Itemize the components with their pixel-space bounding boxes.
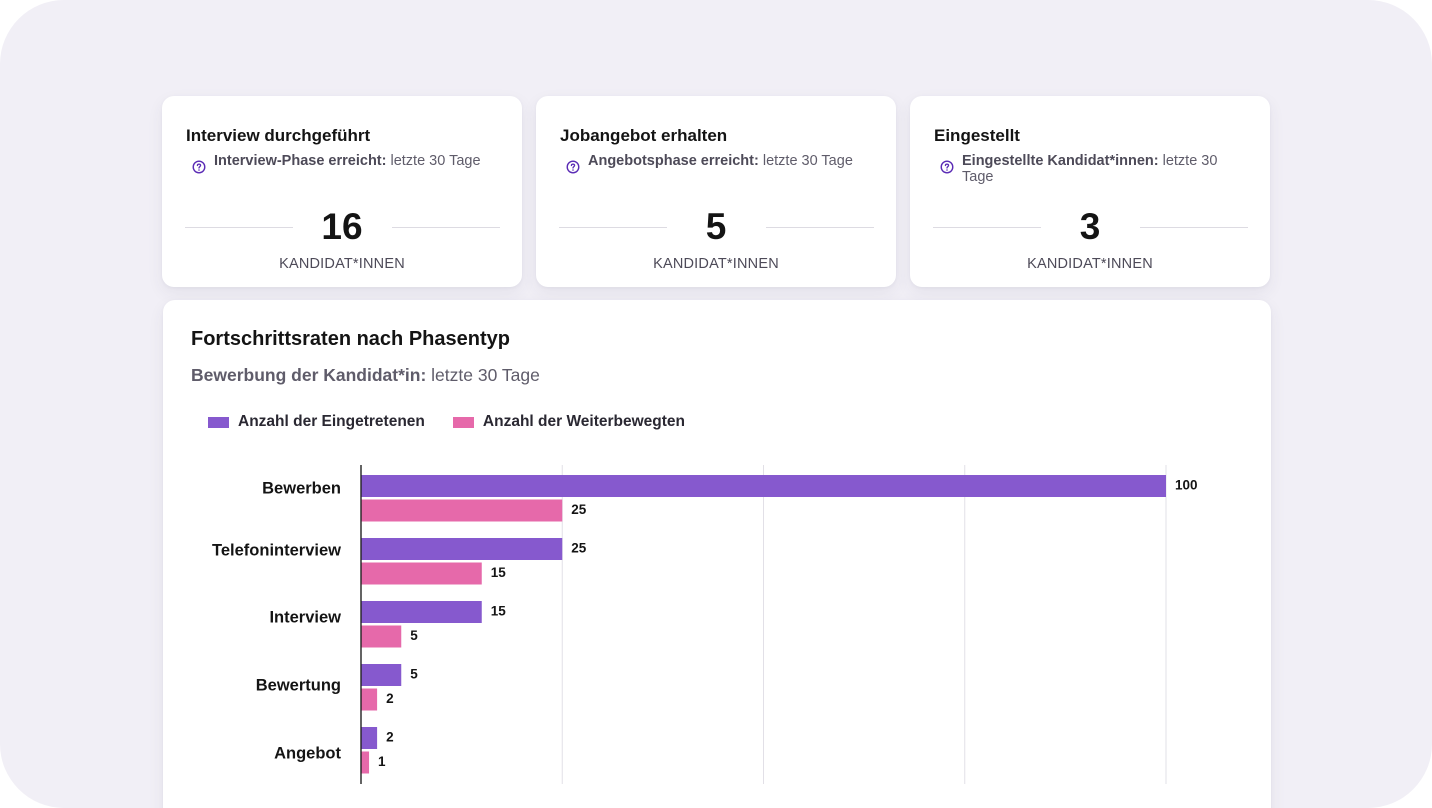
question-circle-icon[interactable] bbox=[940, 160, 954, 174]
divider bbox=[185, 227, 293, 228]
data-label: 5 bbox=[410, 628, 418, 643]
kpi-info-period: letzte 30 Tage bbox=[962, 153, 1218, 185]
legend-item-advanced[interactable]: Anzahl der Weiterbewegten bbox=[452, 413, 686, 431]
kpi-card-interview: Interview durchgeführt Interview-Phase e… bbox=[162, 96, 522, 287]
kpi-info: Eingestellte Kandidat*innen: letzte 30 T… bbox=[940, 153, 1230, 185]
kpi-title: Jobangebot erhalten bbox=[560, 126, 728, 145]
kpi-title: Interview durchgeführt bbox=[186, 126, 371, 145]
divider bbox=[766, 227, 874, 228]
legend-label: Anzahl der Weiterbewegten bbox=[482, 413, 686, 430]
kpi-card-offer: Jobangebot erhalten Angebotsphase erreic… bbox=[536, 96, 896, 287]
kpi-title: Eingestellt bbox=[934, 126, 1020, 145]
question-circle-icon[interactable] bbox=[566, 160, 580, 174]
divider bbox=[933, 227, 1041, 228]
data-label: 25 bbox=[571, 502, 587, 517]
bar bbox=[361, 475, 1166, 497]
bar bbox=[361, 727, 378, 749]
category-label: Bewerben bbox=[262, 479, 341, 497]
category-label: Angebot bbox=[274, 744, 341, 762]
kpi-info-label: Eingestellte Kandidat*innen: bbox=[962, 153, 1159, 169]
category-label: Telefoninterview bbox=[212, 541, 341, 559]
kpi-unit: KANDIDAT*INNEN bbox=[653, 256, 779, 272]
kpi-info-label: Angebotsphase erreicht: bbox=[588, 153, 759, 169]
data-label: 25 bbox=[571, 541, 587, 556]
bar bbox=[361, 538, 563, 560]
kpi-unit: KANDIDAT*INNEN bbox=[279, 256, 405, 272]
data-label: 15 bbox=[491, 604, 507, 619]
chart-title: Fortschrittsraten nach Phasentyp bbox=[191, 328, 510, 350]
kpi-info: Interview-Phase erreicht: letzte 30 Tage bbox=[192, 153, 482, 174]
bar bbox=[361, 751, 370, 774]
legend-swatch bbox=[452, 416, 474, 428]
chart-subtitle-period: letzte 30 Tage bbox=[426, 365, 540, 385]
divider bbox=[392, 227, 500, 228]
data-label: 2 bbox=[386, 730, 394, 745]
question-circle-icon[interactable] bbox=[192, 160, 206, 174]
bar bbox=[361, 625, 402, 648]
chart-subtitle: Bewerbung der Kandidat*in: letzte 30 Tag… bbox=[191, 365, 540, 386]
data-label: 15 bbox=[491, 565, 507, 580]
data-label: 5 bbox=[410, 667, 418, 682]
data-label: 1 bbox=[378, 754, 386, 769]
chart-legend: Anzahl der Eingetretenen Anzahl der Weit… bbox=[208, 413, 685, 431]
legend-swatch bbox=[208, 416, 229, 428]
category-label: Bewertung bbox=[256, 676, 341, 694]
kpi-value: 16 bbox=[321, 206, 363, 247]
kpi-info-label: Interview-Phase erreicht: bbox=[214, 153, 387, 169]
kpi-info: Angebotsphase erreicht: letzte 30 Tage bbox=[566, 153, 856, 174]
chart-subtitle-label: Bewerbung der Kandidat*in: bbox=[191, 365, 427, 385]
divider bbox=[1140, 227, 1248, 228]
bar bbox=[361, 601, 482, 623]
kpi-info-period: letzte 30 Tage bbox=[758, 153, 853, 169]
kpi-value: 5 bbox=[705, 206, 727, 247]
data-label: 100 bbox=[1175, 478, 1198, 493]
kpi-unit: KANDIDAT*INNEN bbox=[1027, 256, 1153, 272]
legend-label: Anzahl der Eingetretenen bbox=[238, 413, 425, 430]
bar bbox=[361, 499, 563, 522]
bar bbox=[361, 562, 482, 585]
bar bbox=[361, 688, 378, 711]
kpi-card-hired: Eingestellt Eingestellte Kandidat*innen:… bbox=[910, 96, 1270, 287]
divider bbox=[559, 227, 667, 228]
kpi-info-period: letzte 30 Tage bbox=[386, 153, 481, 169]
chart-card: Fortschrittsraten nach Phasentyp Bewerbu… bbox=[163, 300, 1271, 808]
kpi-value: 3 bbox=[1079, 206, 1101, 247]
bar bbox=[361, 664, 402, 686]
category-label: Interview bbox=[269, 608, 341, 626]
legend-item-entered[interactable]: Anzahl der Eingetretenen bbox=[208, 413, 425, 431]
data-label: 2 bbox=[386, 691, 394, 706]
